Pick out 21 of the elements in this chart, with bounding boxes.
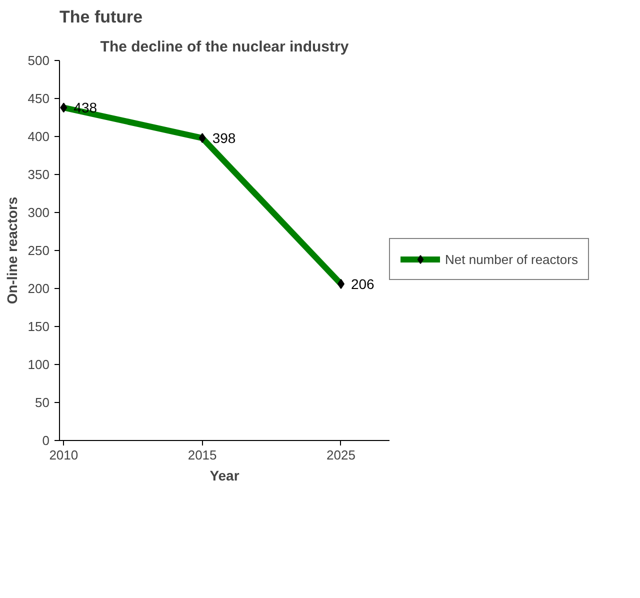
- chart-title: The decline of the nuclear industry: [100, 38, 350, 56]
- y-tick-label: 350: [28, 167, 50, 182]
- y-tick-label: 500: [28, 53, 50, 68]
- y-tick-label: 150: [28, 319, 50, 334]
- y-tick-label: 450: [28, 91, 50, 106]
- y-tick-label: 300: [28, 205, 50, 220]
- y-tick-label: 0: [42, 433, 50, 448]
- x-tick-label: 2025: [326, 448, 356, 462]
- data-label: 206: [350, 276, 375, 292]
- y-tick-label: 100: [28, 357, 50, 372]
- x-tick-label: 2010: [49, 448, 78, 462]
- y-tick-label: 200: [28, 281, 50, 296]
- y-axis-title: On-line reactors: [4, 196, 20, 304]
- x-tick-label: 2015: [188, 448, 217, 462]
- data-label: 398: [212, 130, 236, 146]
- y-tick-label: 400: [28, 129, 50, 144]
- x-axis-title: Year: [210, 468, 240, 484]
- y-tick-label: 50: [35, 395, 50, 410]
- text: The future: [60, 8, 143, 26]
- legend-label: Net number of reactors: [445, 252, 578, 266]
- y-tick-label: 250: [28, 243, 50, 258]
